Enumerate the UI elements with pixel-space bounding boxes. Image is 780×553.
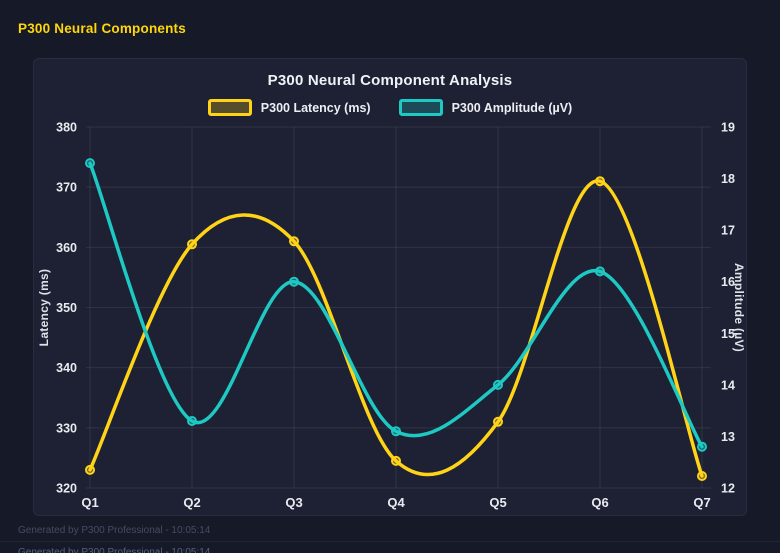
data-point-marker (391, 426, 401, 437)
series-amplitude (85, 158, 707, 452)
chart-legend: P300 Latency (ms) P300 Amplitude (µV) (34, 99, 746, 116)
data-point-marker (289, 236, 299, 247)
latency-legend-swatch-icon (207, 99, 252, 116)
data-point-marker (187, 239, 197, 250)
data-point-marker (85, 464, 95, 475)
data-point-marker (595, 176, 605, 187)
legend-item-latency[interactable]: P300 Latency (ms) (207, 99, 371, 116)
left-axis-tick: 370 (56, 181, 77, 195)
axis-tick-labels: 320 330 340 350 360 370 380 12 13 14 15 16 17 18 19 Q1 Q… (56, 121, 735, 511)
data-point-marker (391, 455, 401, 466)
line-chart-canvas: 320 330 340 350 360 370 380 12 13 14 15 16 17 18 19 Q1 Q… (37, 121, 746, 511)
left-axis-tick: 340 (56, 361, 77, 375)
legend-item-amplitude[interactable]: P300 Amplitude (µV) (398, 99, 573, 116)
data-point-marker (85, 158, 95, 169)
data-point-marker (595, 266, 605, 277)
legend-label-latency: P300 Latency (ms) (260, 100, 371, 115)
x-axis-label: Q6 (591, 495, 608, 510)
series-line (88, 161, 704, 449)
left-axis-tick: 330 (56, 421, 77, 435)
x-axis-label: Q3 (285, 495, 302, 510)
clipped-footer-text: Generated by P300 Professional - 10:05:1… (18, 547, 211, 553)
x-axis-label: Q4 (387, 495, 405, 510)
chart-panel: P300 Neural Component Analysis P300 Late… (33, 58, 747, 516)
page-title: P300 Neural Components (18, 21, 186, 36)
left-axis-tick: 350 (56, 301, 77, 315)
x-axis-label: Q5 (489, 495, 506, 510)
x-axis-label: Q2 (183, 495, 200, 510)
data-point-marker (493, 379, 503, 390)
series-latency (85, 176, 707, 481)
left-axis-tick: 360 (56, 241, 77, 255)
right-axis-tick: 16 (721, 275, 735, 289)
generated-footer: Generated by P300 Professional - 10:05:1… (18, 525, 211, 536)
legend-label-amplitude: P300 Amplitude (µV) (451, 100, 573, 115)
data-point-marker (289, 276, 299, 287)
data-point-marker (493, 416, 503, 427)
x-axis-label: Q7 (693, 495, 710, 510)
series-line (88, 179, 704, 478)
right-axis-tick: 18 (721, 172, 735, 186)
right-axis-tick: 12 (721, 482, 735, 496)
data-point-marker (697, 471, 707, 481)
left-axis-tick: 380 (56, 121, 77, 135)
right-axis-tick: 15 (721, 327, 735, 341)
right-axis-tick: 19 (721, 121, 735, 135)
data-point-marker (697, 441, 707, 452)
right-axis-title: Amplitude (µV) (732, 263, 746, 352)
chart-title: P300 Neural Component Analysis (267, 72, 513, 89)
bottom-divider (0, 541, 780, 542)
data-point-marker (187, 416, 197, 426)
x-axis-label: Q1 (81, 495, 98, 510)
right-axis-tick: 13 (721, 430, 735, 444)
right-axis-tick: 14 (721, 378, 735, 392)
right-axis-tick: 17 (721, 224, 735, 238)
left-axis-title: Latency (ms) (37, 269, 51, 347)
left-axis-tick: 320 (56, 482, 77, 496)
amplitude-legend-swatch-icon (398, 99, 443, 116)
